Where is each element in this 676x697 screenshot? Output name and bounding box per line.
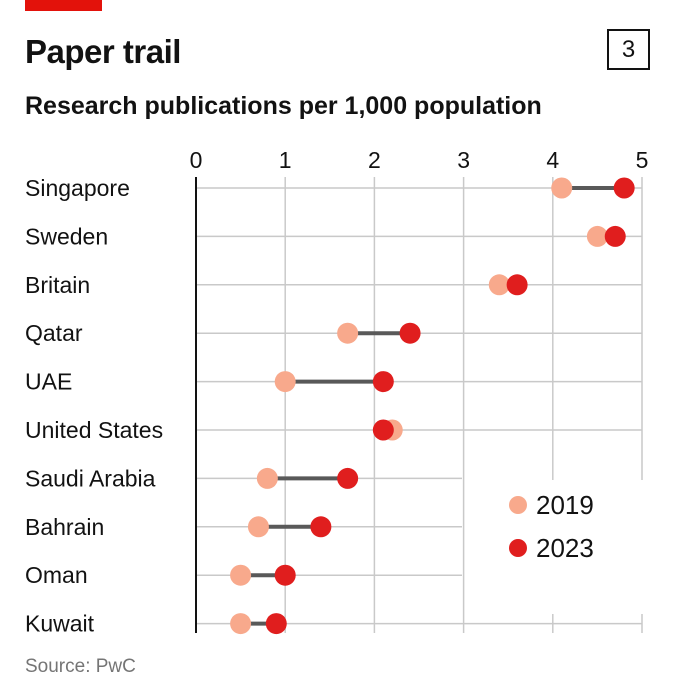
legend-swatch (509, 539, 527, 557)
category-labels: Singapore Sweden Britain Qatar UAE United Sta… (25, 175, 163, 637)
dot-2019 (247, 516, 269, 538)
dot-2019 (488, 274, 510, 296)
dot-2023 (274, 564, 296, 586)
legend-item: 2019 (509, 490, 594, 520)
legend-label: 2023 (536, 533, 594, 563)
dot-2019 (256, 467, 278, 489)
x-tick-label: 2 (368, 147, 381, 173)
data-row (586, 225, 626, 247)
category-label: Bahrain (25, 514, 104, 540)
data-row (247, 516, 332, 538)
category-label: Kuwait (25, 611, 95, 637)
dot-2019 (551, 177, 573, 199)
legend-swatch (509, 496, 527, 514)
data-row (372, 419, 403, 441)
accent-bar (25, 0, 102, 11)
x-tick-label: 4 (546, 147, 559, 173)
source-note: Source: PwC (25, 656, 136, 677)
data-row (230, 613, 287, 635)
gridlines (196, 177, 643, 633)
data-row (230, 564, 296, 586)
data-row (488, 274, 528, 296)
data-row (256, 467, 359, 489)
dot-2023 (399, 322, 421, 344)
x-tick-label: 0 (190, 147, 203, 173)
data-rows (230, 177, 635, 635)
dot-2019 (230, 613, 252, 635)
dot-2023 (372, 371, 394, 393)
chart-number-badge: 3 (607, 29, 650, 70)
category-label: UAE (25, 369, 72, 395)
dot-2023 (310, 516, 332, 538)
category-label: Qatar (25, 320, 83, 346)
x-tick-label: 1 (279, 147, 292, 173)
category-label: Saudi Arabia (25, 465, 156, 491)
x-tick-label: 5 (636, 147, 649, 173)
x-tick-label: 3 (457, 147, 470, 173)
dot-2023 (613, 177, 635, 199)
data-row (274, 371, 394, 393)
dot-2023 (604, 225, 626, 247)
x-tick-labels: 0 1 2 3 4 5 (190, 147, 649, 173)
category-label: Sweden (25, 223, 108, 249)
legend: 2019 2023 (509, 490, 594, 563)
category-label: Oman (25, 562, 88, 588)
dot-2023 (372, 419, 394, 441)
data-row (337, 322, 421, 344)
dot-2019 (586, 225, 608, 247)
chart-subtitle: Research publications per 1,000 populati… (25, 92, 542, 120)
legend-item: 2023 (509, 533, 594, 563)
dot-2023 (337, 467, 359, 489)
chart-title: Paper trail (25, 33, 181, 70)
dot-2019 (230, 564, 252, 586)
category-label: Britain (25, 272, 90, 298)
dot-2019 (274, 371, 296, 393)
data-row (551, 177, 635, 199)
category-label: Singapore (25, 175, 130, 201)
dot-2023 (506, 274, 528, 296)
category-label: United States (25, 417, 163, 443)
dot-2023 (265, 613, 287, 635)
dot-2019 (337, 322, 359, 344)
legend-label: 2019 (536, 490, 594, 520)
